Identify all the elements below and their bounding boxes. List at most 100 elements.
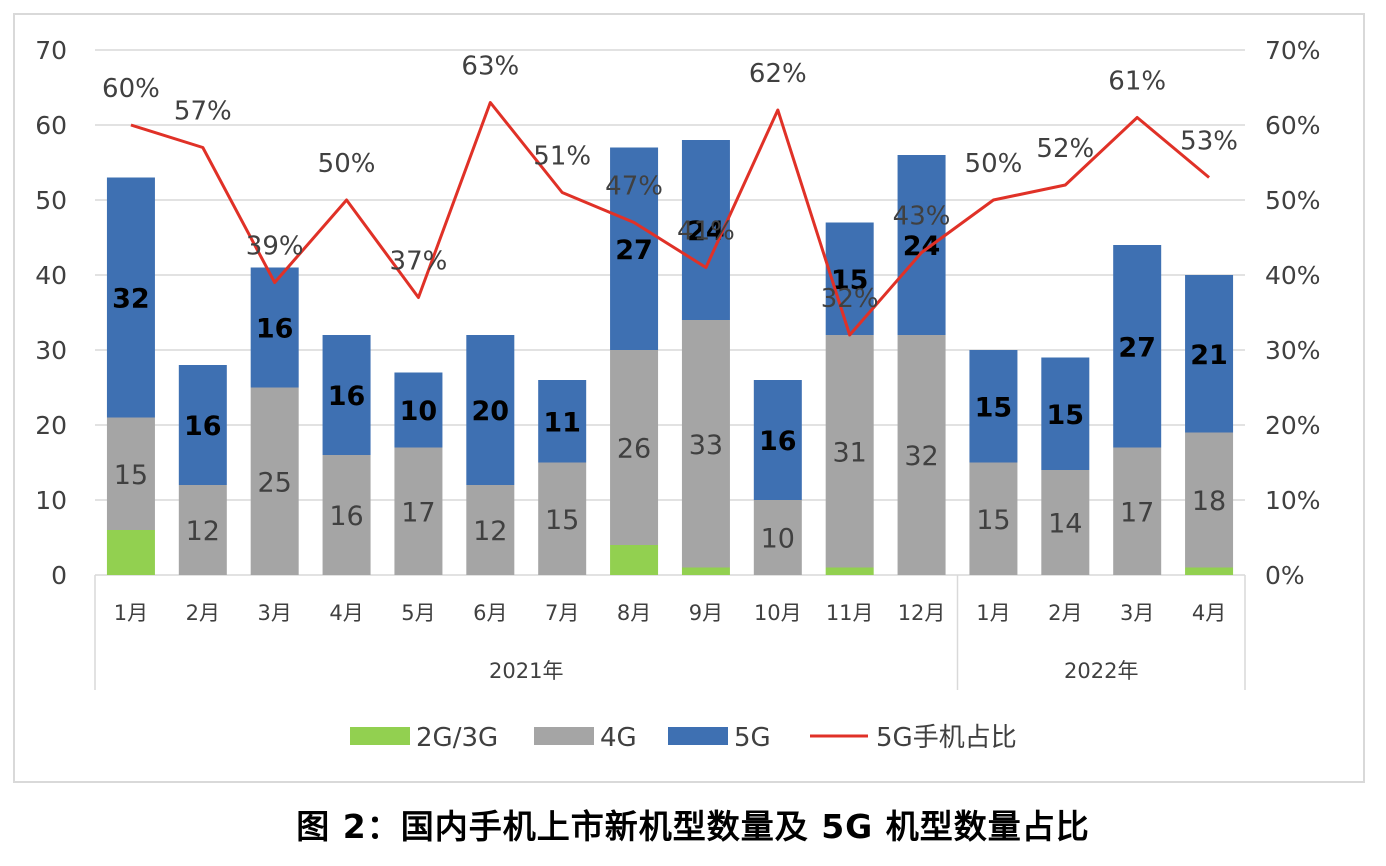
share-label: 63% [461,52,519,82]
bar-5G-9 [753,380,802,500]
data-label-5g: 16 [328,381,366,412]
bar-5G-0 [106,177,155,418]
bar-2G/3G-0 [106,530,155,575]
legend-swatch-5G [668,727,728,745]
share-label: 32% [821,284,879,314]
y2-tick-label: 10% [1265,486,1321,515]
bar-4G-4 [394,447,443,575]
x-tick-label: 11月 [826,601,874,625]
x-tick-label: 4月 [1192,601,1226,625]
chart: 0 10 20 30 40 50 60 70 0% 10% 20% 30% 40% 50% 60% 70% 15… [35,36,1321,753]
x-tick-label: 1月 [976,601,1010,625]
share-label: 62% [749,59,807,89]
y2-tick-label: 0% [1265,561,1305,590]
share-label: 51% [533,142,591,172]
y-tick-label: 50 [35,186,67,215]
x-tick-label: 8月 [617,601,651,625]
bar-5G-7 [610,147,659,350]
bar-4G-2 [250,387,299,575]
figure-caption: 图 2：国内手机上市新机型数量及 5G 机型数量占比 [296,807,1090,846]
x-tick-label: 6月 [473,601,507,625]
legend-swatch-4G [534,727,594,745]
y2-tick-label: 30% [1265,336,1321,365]
data-label-4g: 10 [761,524,795,555]
data-label-5g: 27 [615,235,653,266]
group-label: 2021年 [489,659,563,683]
bar-5G-2 [250,267,299,388]
bar-5G-13 [1041,357,1090,470]
bar-4G-0 [106,417,155,530]
share-label: 60% [102,74,160,104]
bar-4G-1 [178,485,227,575]
x-tick-label: 12月 [898,601,946,625]
bar-5G-4 [394,372,443,448]
x-tick-label: 1月 [114,601,148,625]
x-tick-label: 3月 [258,601,292,625]
data-label-5g: 16 [759,426,797,457]
bar-4G-11 [897,335,946,575]
y-tick-label: 60 [35,111,67,140]
data-label-4g: 17 [401,497,435,528]
y-tick-label: 10 [35,486,67,515]
chart-frame [13,13,1365,783]
y2-tick-label: 40% [1265,261,1321,290]
bar-2G/3G-15 [1185,567,1234,575]
bar-4G-10 [825,335,874,568]
bar-4G-7 [610,350,659,545]
bar-5G-3 [322,335,371,455]
bar-5G-15 [1185,275,1234,433]
share-label: 39% [246,232,304,262]
bar-5G-1 [178,365,227,485]
share-label: 50% [965,149,1023,179]
data-label-5g: 15 [831,265,869,296]
x-tick-label: 9月 [689,601,723,625]
data-label-4g: 15 [545,505,579,536]
bar-5G-12 [969,350,1018,463]
share-label: 37% [390,247,448,277]
data-label-5g: 10 [400,396,438,427]
data-label-5g: 20 [472,396,510,427]
bar-4G-15 [1185,432,1234,568]
y2-tick-label: 70% [1265,36,1321,65]
x-tick-label: 3月 [1120,601,1154,625]
bar-4G-13 [1041,470,1090,575]
share-label: 57% [174,97,232,127]
x-tick-label: 7月 [545,601,579,625]
data-label-5g: 21 [1190,340,1228,371]
share-label: 61% [1108,67,1166,97]
y2-tick-label: 60% [1265,111,1321,140]
legend-swatch-2G/3G [350,727,410,745]
share-label: 52% [1036,134,1094,164]
data-label-5g: 27 [1118,332,1156,363]
share-line [130,101,1211,337]
x-tick-label: 2月 [1048,601,1082,625]
legend-label: 4G [600,723,637,753]
legend-label: 5G [734,723,771,753]
x-tick-label: 5月 [401,601,435,625]
data-label-5g: 15 [1047,400,1085,431]
bar-2G/3G-8 [681,567,730,575]
y-tick-label: 30 [35,336,67,365]
data-label-5g: 32 [112,284,150,315]
group-label: 2022年 [1064,659,1138,683]
data-label-4g: 31 [833,437,867,468]
bar-4G-6 [538,462,587,575]
data-label-4g: 15 [114,460,148,491]
y2-tick-label: 20% [1265,411,1321,440]
y-tick-label: 20 [35,411,67,440]
legend-label: 5G手机占比 [876,723,1017,753]
bar-4G-12 [969,462,1018,575]
bar-2G/3G-7 [610,545,659,575]
share-label: 50% [318,149,376,179]
data-label-4g: 18 [1192,486,1226,517]
x-tick-label: 2月 [186,601,220,625]
data-label-4g: 33 [689,430,723,461]
data-label-4g: 12 [186,516,220,547]
bar-4G-5 [466,485,515,575]
bar-4G-14 [1113,447,1162,575]
data-label-5g: 16 [256,314,294,345]
share-label: 41% [677,217,735,247]
data-label-4g: 14 [1048,509,1082,540]
data-label-4g: 17 [1120,497,1154,528]
share-label: 43% [893,202,951,232]
